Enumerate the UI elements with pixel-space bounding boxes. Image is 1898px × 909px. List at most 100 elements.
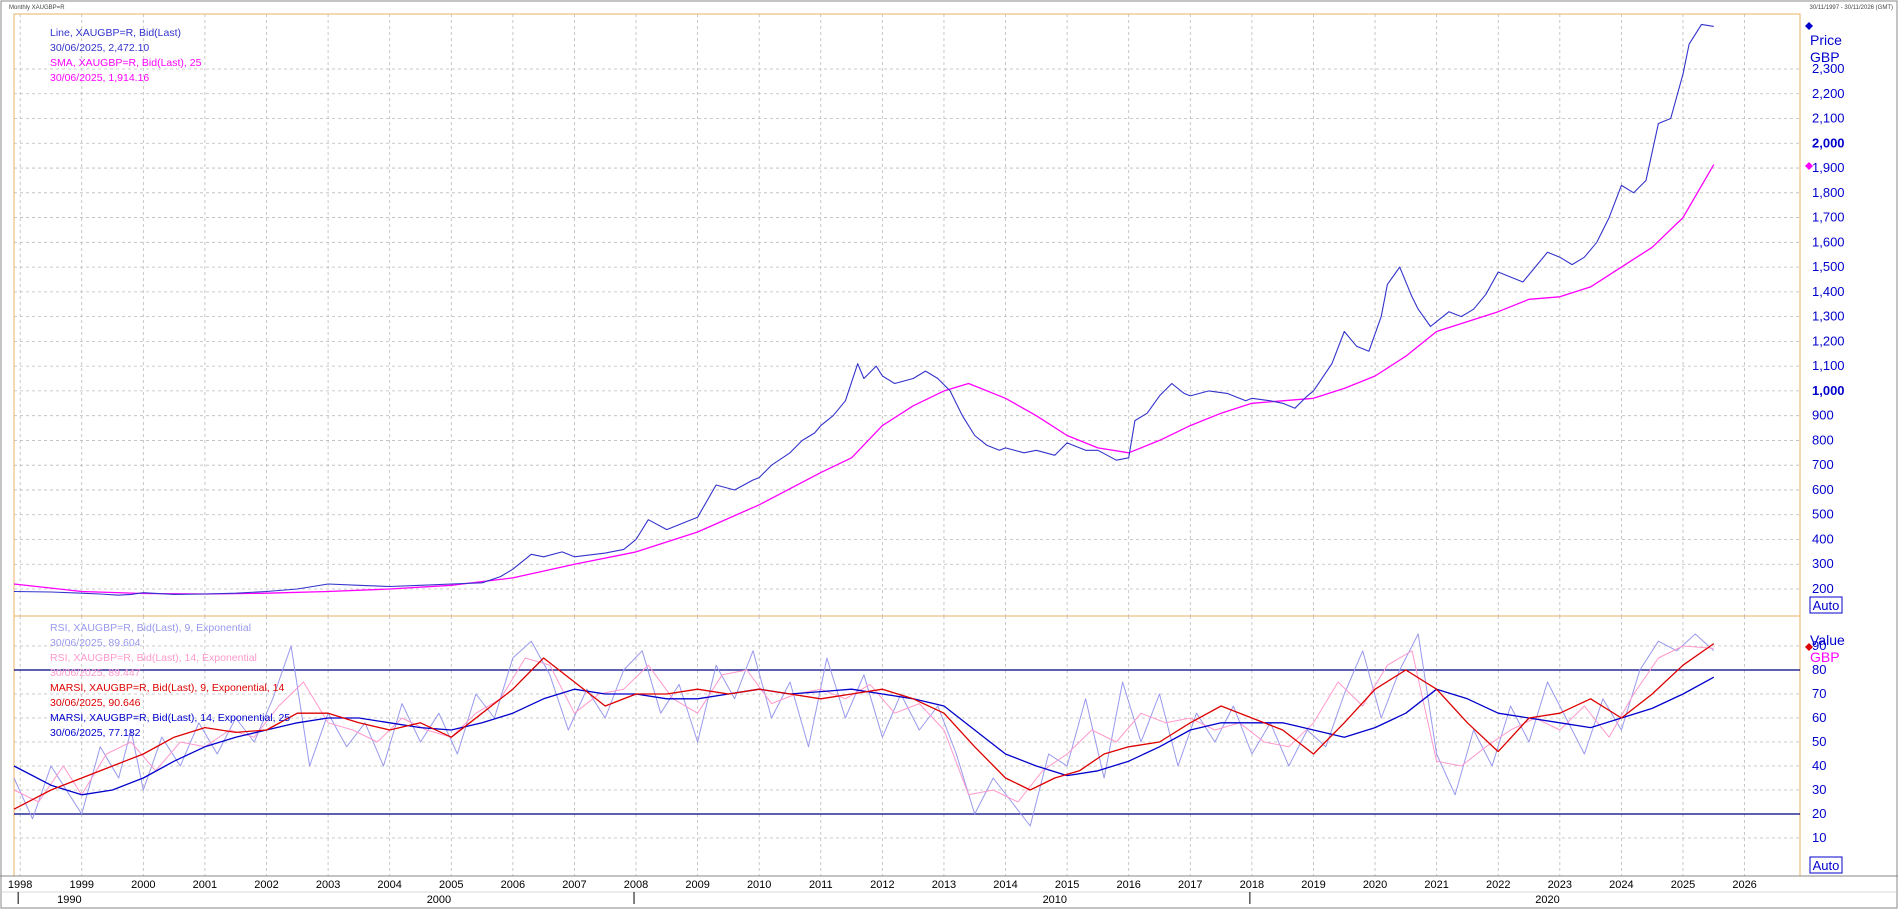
x-tick-label: 2000 [131, 879, 155, 891]
legend-line-value: 30/06/2025, 2,472.10 [50, 42, 149, 54]
x-tick-label: 2001 [193, 879, 217, 891]
rsi-tick-label: 50 [1812, 734, 1826, 749]
sma-last-marker-icon [1805, 162, 1813, 170]
legend-marsi9-value: 30/06/2025, 90.646 [50, 697, 141, 709]
legend-rsi14[interactable]: RSI, XAUGBP=R, Bid(Last), 14, Exponentia… [50, 652, 257, 664]
x-tick-label: 2006 [501, 879, 525, 891]
sma-line [13, 164, 1715, 595]
x-tick-label: 1999 [70, 879, 94, 891]
x-tick-label: 2015 [1055, 879, 1079, 891]
rsi-tick-label: 90 [1812, 638, 1826, 653]
rsi-panel-border [13, 615, 1801, 877]
x-tick-label: 2021 [1424, 879, 1448, 891]
x-tick-label: 2022 [1486, 879, 1510, 891]
rsi14-line [13, 645, 1714, 803]
price-tick-label: 1,800 [1812, 185, 1845, 200]
rsi-tick-label: 20 [1812, 806, 1826, 821]
x-tick-label: 2020 [1363, 879, 1387, 891]
x-tick-label: 2019 [1301, 879, 1325, 891]
upper-auto-button[interactable]: Auto [1809, 596, 1843, 614]
rsi-tick-label: 10 [1812, 830, 1826, 845]
lower-auto-button[interactable]: Auto [1809, 856, 1843, 874]
price-tick-label: 1,300 [1812, 309, 1845, 324]
rsi-tick-label: 80 [1812, 662, 1826, 677]
window-title: Monthly XAUGBP=R [9, 5, 65, 11]
upper-axis-unit: GBP [1810, 49, 1840, 65]
x-tick-label: 2011 [809, 879, 833, 891]
price-tick-label: 1,000 [1812, 383, 1845, 398]
x-tick-label: 2003 [316, 879, 340, 891]
upper-legend-marker-icon [1805, 22, 1813, 30]
x-tick-label: 2025 [1671, 879, 1695, 891]
rsi-tick-label: 60 [1812, 710, 1826, 725]
legend-line[interactable]: Line, XAUGBP=R, Bid(Last) [50, 27, 181, 39]
lower-legend: RSI, XAUGBP=R, Bid(Last), 9, Exponential… [50, 622, 290, 739]
price-tick-label: 1,700 [1812, 210, 1845, 225]
price-tick-label: 800 [1812, 432, 1834, 447]
legend-marsi9[interactable]: MARSI, XAUGBP=R, Bid(Last), 9, Exponenti… [50, 682, 284, 694]
legend-marsi14[interactable]: MARSI, XAUGBP=R, Bid(Last), 14, Exponent… [50, 712, 290, 724]
x-tick-label: 2002 [254, 879, 278, 891]
legend-marsi14-value: 30/06/2025, 77.182 [50, 727, 141, 739]
legend-sma-value: 30/06/2025, 1,914.16 [50, 72, 149, 84]
x-tick-label: 2016 [1116, 879, 1140, 891]
legend-rsi9[interactable]: RSI, XAUGBP=R, Bid(Last), 9, Exponential [50, 622, 251, 634]
price-tick-label: 1,900 [1812, 160, 1845, 175]
rsi-tick-label: 40 [1812, 758, 1826, 773]
price-panel-border [13, 13, 1801, 617]
date-range: 30/11/1997 - 30/11/2026 (GMT) [1810, 5, 1894, 11]
x-tick-label: 2026 [1732, 879, 1756, 891]
legend-sma[interactable]: SMA, XAUGBP=R, Bid(Last), 25 [50, 57, 202, 69]
x-tick-label: 2023 [1548, 879, 1572, 891]
upper-legend: Line, XAUGBP=R, Bid(Last) 30/06/2025, 2,… [50, 27, 202, 84]
price-tick-label: 2,000 [1812, 135, 1845, 150]
x-tick-label: 2013 [932, 879, 956, 891]
marsi14-line [13, 676, 1715, 796]
svg-text:Auto: Auto [1813, 858, 1840, 873]
x-tick-label: 2005 [439, 879, 463, 891]
x-tick-label: 2004 [377, 879, 401, 891]
x-tick-label: 2010 [747, 879, 771, 891]
price-tick-label: 1,200 [1812, 333, 1845, 348]
svg-text:Auto: Auto [1813, 598, 1840, 613]
x-tick-label: 2009 [685, 879, 709, 891]
price-tick-label: 700 [1812, 457, 1834, 472]
price-tick-label: 2,300 [1812, 61, 1845, 76]
lower-axis-title: Value [1810, 632, 1845, 648]
rsi-tick-label: 30 [1812, 782, 1826, 797]
x-tick-label: 2008 [624, 879, 648, 891]
x-tick-label: 2014 [993, 879, 1017, 891]
marsi9-line [13, 643, 1715, 810]
price-tick-label: 2,100 [1812, 111, 1845, 126]
legend-rsi9-value: 30/06/2025, 89.604 [50, 637, 141, 649]
price-tick-label: 1,400 [1812, 284, 1845, 299]
axes: 1998 1999 2000 2001 2002 2003 2004 2005 2006 2007… [0, 61, 1898, 906]
upper-axis-title: Price [1810, 32, 1842, 48]
rsi-tick-label: 70 [1812, 686, 1826, 701]
price-tick-label: 900 [1812, 408, 1834, 423]
legend-rsi14-value: 30/06/2025, 89.447 [50, 667, 141, 679]
decade-label: 1990 [57, 894, 81, 906]
x-tick-label: 2012 [870, 879, 894, 891]
series-lines [13, 23, 1715, 827]
decade-label: 2020 [1535, 894, 1559, 906]
price-tick-label: 500 [1812, 507, 1834, 522]
price-line [13, 23, 1714, 596]
x-tick-label: 2007 [562, 879, 586, 891]
price-tick-label: 2,200 [1812, 86, 1845, 101]
x-tick-label: 1998 [8, 879, 32, 891]
lower-legend-marker-icon [1805, 643, 1813, 651]
price-tick-label: 200 [1812, 581, 1834, 596]
rsi9-line [13, 633, 1715, 827]
x-tick-label: 2024 [1609, 879, 1633, 891]
price-tick-label: 1,500 [1812, 259, 1845, 274]
price-tick-label: 1,600 [1812, 234, 1845, 249]
price-tick-label: 400 [1812, 531, 1834, 546]
price-tick-label: 300 [1812, 556, 1834, 571]
lower-axis-unit: GBP [1810, 649, 1840, 665]
decade-label: 2010 [1043, 894, 1067, 906]
